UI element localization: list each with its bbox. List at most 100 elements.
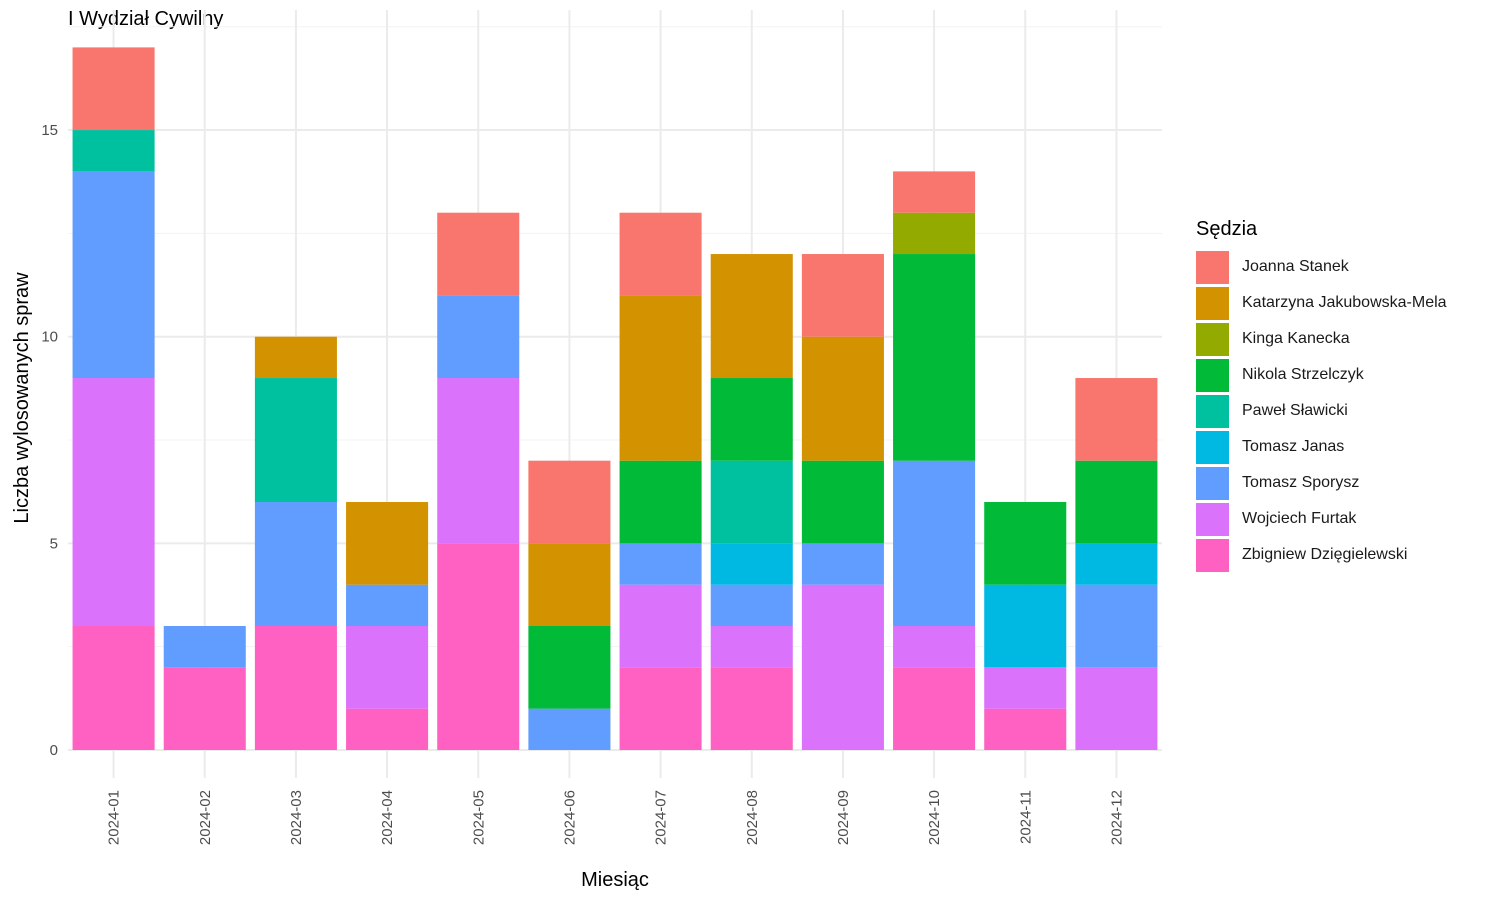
legend-item: Tomasz Janas — [1196, 429, 1447, 465]
chart-title: I Wydział Cywilny — [68, 8, 224, 30]
bar-segment — [163, 667, 246, 750]
y-tick-label: 15 — [41, 122, 58, 139]
bar-segment — [72, 171, 155, 379]
bar-segment — [346, 708, 429, 750]
bar-segment — [710, 543, 793, 585]
x-tick-label: 2024-06 — [561, 790, 578, 845]
legend-label: Tomasz Sporysz — [1242, 474, 1360, 491]
legend-label: Nikola Strzelczyk — [1242, 366, 1364, 383]
x-tick-label: 2024-01 — [106, 790, 123, 845]
x-tick-label: 2024-03 — [288, 790, 305, 845]
bar-segment — [801, 254, 884, 337]
legend-item: Nikola Strzelczyk — [1196, 357, 1447, 393]
legend-item: Tomasz Sporysz — [1196, 465, 1447, 501]
legend-items: Joanna Stanek Katarzyna Jakubowska-Mela Ki… — [1196, 249, 1447, 573]
legend-item: Zbigniew Dzięgielewski — [1196, 537, 1447, 573]
legend-swatch — [1196, 538, 1229, 572]
x-tick-label: 2024-11 — [1017, 790, 1034, 844]
bar-segment — [1075, 667, 1158, 750]
bar-segment — [1075, 584, 1158, 668]
legend-swatch — [1196, 250, 1229, 284]
legend-item: Wojciech Furtak — [1196, 501, 1447, 537]
bar-segment — [437, 378, 520, 544]
bar-segment — [528, 626, 611, 709]
bar-segment — [893, 626, 976, 668]
bar-segment — [619, 543, 702, 585]
y-tick-label: 5 — [50, 535, 58, 552]
bar-segment — [984, 502, 1067, 585]
legend-item: Kinga Kanecka — [1196, 321, 1447, 357]
bar-segment — [984, 708, 1067, 750]
legend-label: Paweł Sławicki — [1242, 402, 1348, 419]
y-tick-label: 10 — [41, 329, 58, 346]
bar-segment — [254, 626, 337, 750]
x-axis-title: Miesiąc — [581, 869, 649, 891]
bar-segment — [346, 626, 429, 709]
y-tick-label: 0 — [50, 742, 58, 759]
legend-swatch — [1196, 322, 1229, 356]
bar-segment — [801, 543, 884, 585]
bar-segment — [72, 47, 155, 131]
bar-segment — [984, 667, 1067, 709]
bar-segment — [346, 502, 429, 585]
bar-segment — [619, 212, 702, 296]
bar-segment — [528, 708, 611, 750]
bar-segment — [619, 295, 702, 461]
legend-item: Joanna Stanek — [1196, 249, 1447, 285]
bar-segment — [619, 584, 702, 668]
bar-segment — [72, 130, 155, 172]
legend-label: Katarzyna Jakubowska-Mela — [1242, 294, 1447, 311]
bar-segment — [72, 626, 155, 750]
bar-segment — [254, 336, 337, 379]
legend-label: Tomasz Janas — [1242, 438, 1345, 455]
bar-segment — [710, 667, 793, 750]
bar-segment — [1075, 378, 1158, 461]
legend-swatch — [1196, 286, 1229, 320]
x-axis-ticks: 2024-01 2024-02 2024-03 2024-04 2024-05 2024-… — [106, 790, 1126, 845]
bar-segment — [710, 584, 793, 627]
legend-item: Paweł Sławicki — [1196, 393, 1447, 429]
bar-segment — [893, 254, 976, 461]
x-tick-label: 2024-05 — [470, 790, 487, 845]
bar-segment — [619, 460, 702, 544]
x-tick-label: 2024-12 — [1108, 790, 1125, 845]
bar-segment — [163, 626, 246, 668]
legend-swatch — [1196, 502, 1229, 536]
bars — [72, 47, 1158, 750]
legend: Sędzia Joanna Stanek Katarzyna Jakubowska… — [1196, 218, 1447, 573]
bar-segment — [437, 543, 520, 750]
bar-segment — [893, 212, 976, 255]
x-tick-label: 2024-10 — [926, 790, 943, 845]
bar-segment — [893, 667, 976, 750]
bar-segment — [1075, 460, 1158, 544]
bar-segment — [893, 460, 976, 627]
x-tick-label: 2024-04 — [379, 790, 396, 845]
bar-segment — [528, 460, 611, 544]
bar-segment — [619, 667, 702, 750]
x-tick-label: 2024-09 — [835, 790, 852, 845]
x-tick-label: 2024-07 — [653, 790, 670, 845]
legend-label: Joanna Stanek — [1242, 258, 1349, 275]
bar-segment — [437, 212, 520, 296]
bar-segment — [254, 378, 337, 503]
bar-segment — [710, 378, 793, 461]
y-axis-ticks: 0 5 10 15 — [41, 122, 58, 759]
bar-segment — [254, 502, 337, 627]
legend-item: Katarzyna Jakubowska-Mela — [1196, 285, 1447, 321]
bar-segment — [72, 378, 155, 627]
legend-label: Kinga Kanecka — [1242, 330, 1350, 347]
bar-segment — [346, 584, 429, 627]
bar-segment — [710, 254, 793, 379]
bar-segment — [801, 584, 884, 750]
y-axis-title: Liczba wylosowanych spraw — [11, 272, 33, 524]
x-tick-label: 2024-02 — [197, 790, 214, 845]
bar-segment — [710, 460, 793, 544]
bar-segment — [984, 584, 1067, 668]
legend-swatch — [1196, 430, 1229, 464]
legend-label: Wojciech Furtak — [1242, 510, 1357, 527]
bar-segment — [1075, 543, 1158, 585]
x-tick-label: 2024-08 — [744, 790, 761, 845]
bar-segment — [528, 543, 611, 627]
legend-swatch — [1196, 358, 1229, 392]
